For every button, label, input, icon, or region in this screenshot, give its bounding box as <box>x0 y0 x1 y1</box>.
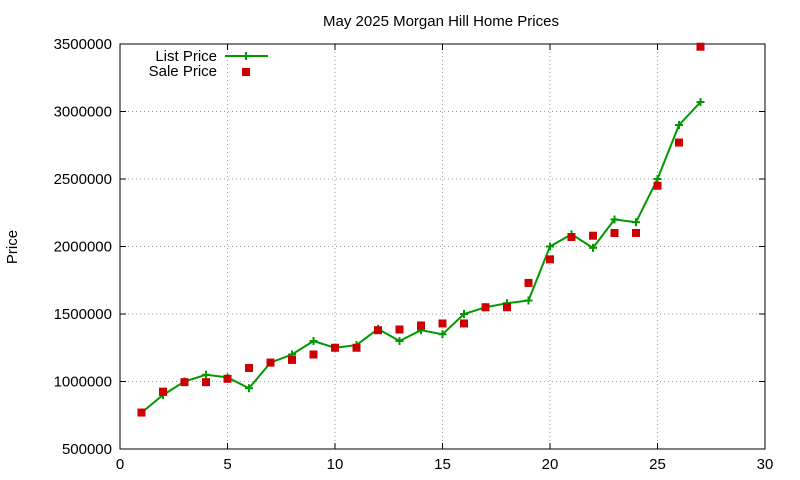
x-tick-label: 30 <box>757 456 774 473</box>
sale-price-point <box>632 229 640 237</box>
list-price-point <box>245 384 253 393</box>
x-tick-label: 5 <box>223 456 231 473</box>
y-tick-label: 3500000 <box>54 36 112 53</box>
x-tick-label: 25 <box>649 456 666 473</box>
sale-price-point <box>331 343 339 352</box>
sale-price-point <box>223 374 232 383</box>
grid <box>120 44 765 449</box>
list-price-point <box>610 215 619 224</box>
sale-price-point <box>137 408 146 417</box>
legend-marker-sale-price <box>242 68 250 76</box>
sale-price-point <box>417 321 425 330</box>
sale-price-point <box>159 387 167 396</box>
sale-price-point <box>245 364 253 372</box>
x-tick-label: 10 <box>327 456 344 473</box>
x-tick-label: 0 <box>116 456 124 473</box>
sale-price-point <box>352 343 361 352</box>
list-price-line <box>140 101 702 414</box>
list-price-point <box>309 337 318 345</box>
series-layer <box>137 42 705 417</box>
sale-price-point <box>610 229 619 237</box>
sale-price-point <box>696 42 705 51</box>
sale-price-point <box>481 303 490 312</box>
list-price-point <box>524 296 533 305</box>
legend-marker-list-price <box>242 52 250 60</box>
y-tick-label: 2000000 <box>54 239 112 256</box>
list-price-point <box>653 175 662 183</box>
sale-price-point <box>374 326 382 335</box>
y-tick-label: 500000 <box>62 441 112 458</box>
list-price-point <box>202 370 210 379</box>
list-price-point <box>438 330 447 339</box>
sale-price-point <box>288 355 296 364</box>
sale-price-point <box>309 350 318 359</box>
sale-price-point <box>438 319 447 328</box>
sale-price-point <box>202 378 210 387</box>
y-tick-label: 2500000 <box>54 171 112 188</box>
chart-title: May 2025 Morgan Hill Home Prices <box>323 13 559 30</box>
sale-price-point <box>524 278 533 287</box>
sale-price-point <box>653 181 662 190</box>
sale-price-point <box>546 255 554 264</box>
legend-label-list-price: List Price <box>155 48 217 65</box>
y-tick-label: 1500000 <box>54 306 112 323</box>
axis-ticks: 0 5 10 15 20 25 30 500000 1000000 1500000 2000000 2… <box>54 36 774 473</box>
y-tick-label: 1000000 <box>54 374 112 391</box>
x-tick-label: 20 <box>542 456 559 473</box>
sale-price-point <box>675 138 683 147</box>
list-price-point <box>395 337 404 345</box>
list-price-point <box>696 98 705 107</box>
list-price-point <box>675 121 683 129</box>
y-tick-label: 3000000 <box>54 104 112 121</box>
list-price-point <box>546 242 554 251</box>
sale-price-point <box>567 233 576 242</box>
list-price-point <box>460 310 468 318</box>
sale-price-point <box>460 319 468 328</box>
list-price-point <box>589 243 597 252</box>
y-axis-title: Price <box>4 230 21 264</box>
legend-label-sale-price: Sale Price <box>149 63 217 80</box>
sale-price-point <box>503 303 511 312</box>
sale-price-point <box>180 378 189 387</box>
sale-price-point <box>395 325 404 334</box>
sale-price-point <box>589 231 597 240</box>
sale-price-point <box>266 358 275 367</box>
list-price-point <box>632 218 640 227</box>
x-tick-label: 15 <box>434 456 451 473</box>
